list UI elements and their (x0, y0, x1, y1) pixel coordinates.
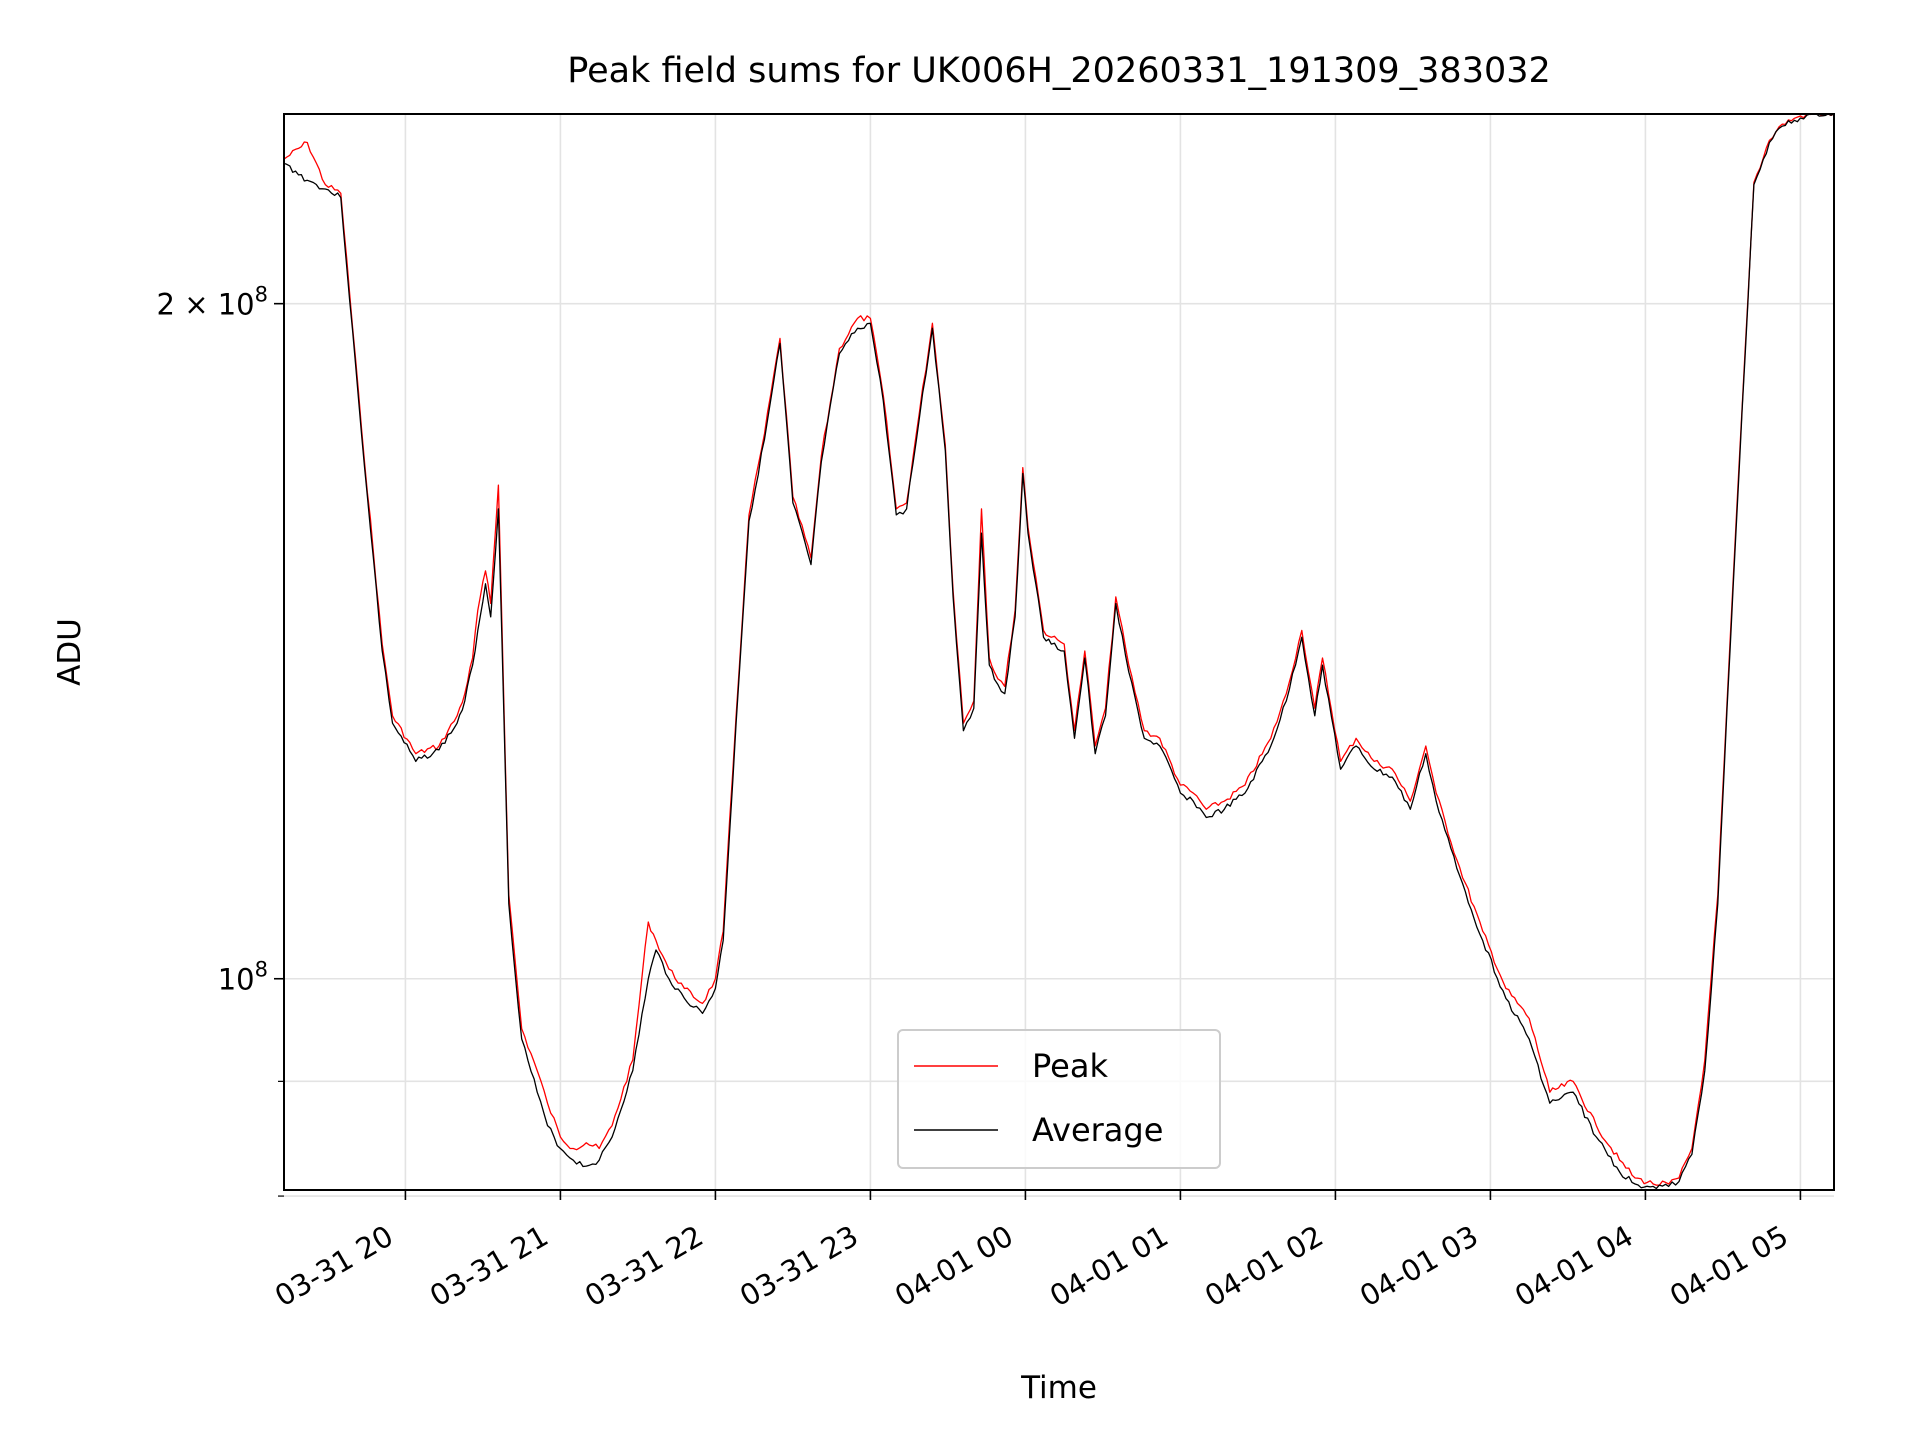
series-line-peak (283, 113, 1835, 1186)
legend-box (897, 1029, 1221, 1169)
chart-title: Peak field sums for UK006H_20260331_1913… (567, 51, 1551, 91)
y-axis-label: ADU (52, 618, 88, 686)
axes-frame (283, 113, 1835, 1191)
y-tick-label: 108 (218, 958, 268, 997)
y-tick-label: 2 × 108 (157, 283, 268, 322)
series-line-average (283, 113, 1835, 1190)
x-axis-label: Time (1020, 1370, 1097, 1406)
legend-label-average: Average (1032, 1111, 1163, 1149)
legend: Peak Average (897, 1029, 1221, 1169)
legend-label-peak: Peak (1032, 1047, 1108, 1085)
series-group (283, 113, 1835, 1190)
